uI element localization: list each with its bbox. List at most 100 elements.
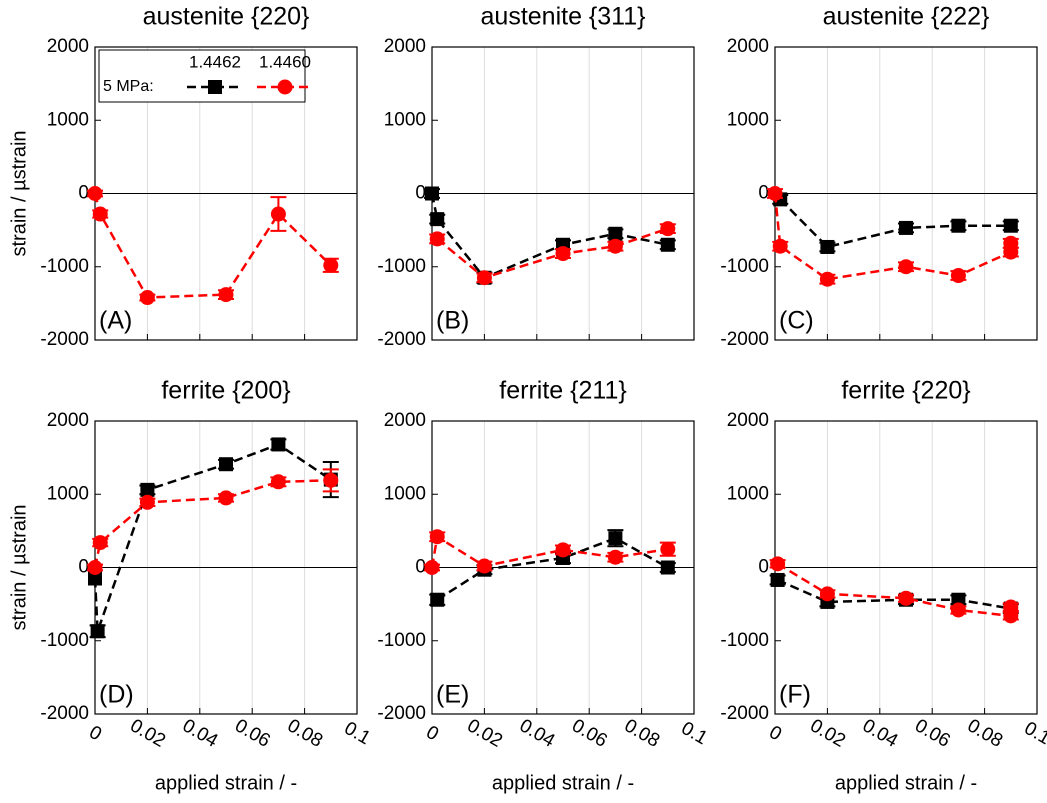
y-tick-label: -2000	[377, 703, 426, 724]
y-tick-label: 0	[78, 557, 89, 578]
x-tick-label: 0.04	[179, 715, 222, 752]
series-line	[436, 536, 669, 601]
y-tick-label: -1000	[40, 256, 89, 277]
marker-circle	[218, 490, 234, 506]
marker-circle	[429, 529, 445, 545]
panel-label: (C)	[779, 307, 814, 335]
panel-title: ferrite {211}	[499, 377, 626, 405]
legend-title: 5 MPa:	[103, 78, 154, 95]
y-tick-label: 2000	[727, 36, 769, 57]
series-line	[777, 578, 1012, 610]
marker-circle	[87, 560, 103, 575]
panel-label: (D)	[99, 681, 134, 709]
marker-square	[219, 457, 233, 472]
marker-circle	[660, 541, 676, 557]
y-tick-label: -1000	[40, 630, 89, 651]
series-line	[430, 193, 669, 280]
marker-square	[820, 239, 835, 254]
panel-title: austenite {222}	[823, 3, 990, 31]
marker-circle	[270, 206, 286, 222]
legend-marker	[208, 80, 222, 94]
y-tick-label: 1000	[47, 483, 89, 504]
series-line	[93, 479, 331, 568]
marker-circle	[770, 556, 786, 572]
panel-title: austenite {311}	[481, 3, 646, 31]
series-line	[436, 227, 669, 280]
marker-circle	[323, 257, 339, 273]
marker-square	[951, 218, 966, 233]
marker-square	[1003, 218, 1018, 233]
y-tick-label: -1000	[720, 630, 769, 651]
marker-square	[899, 220, 913, 235]
y-tick-label: -1000	[720, 256, 769, 277]
marker-square	[430, 212, 445, 227]
y-tick-label: -2000	[40, 329, 89, 350]
x-tick-label: 0.02	[806, 715, 849, 752]
marker-circle	[323, 472, 339, 488]
y-tick-label: 2000	[384, 36, 426, 57]
legend-marker	[277, 79, 293, 95]
y-tick-label: -1000	[377, 256, 426, 277]
marker-circle	[92, 535, 108, 551]
y-tick-label: 0	[758, 557, 769, 578]
x-axis-label: applied strain / -	[492, 772, 634, 794]
series-line	[776, 562, 1013, 618]
x-axis-label: applied strain / -	[835, 772, 977, 794]
marker-circle	[218, 287, 234, 303]
y-tick-label: 1000	[384, 109, 426, 130]
y-tick-label: 2000	[727, 410, 769, 431]
panel-label: (F)	[779, 681, 811, 709]
x-tick-label: 0.1	[1021, 718, 1047, 749]
y-tick-label: 1000	[384, 483, 426, 504]
x-axis-label: applied strain / -	[155, 772, 297, 794]
marker-circle	[87, 186, 103, 201]
marker-circle	[476, 270, 492, 286]
series-line	[93, 443, 332, 632]
x-tick-label: 0.06	[231, 715, 274, 752]
marker-circle	[270, 474, 286, 490]
legend-label: 1.4462	[189, 52, 241, 71]
series-line	[773, 193, 1013, 281]
x-tick-label: 0	[85, 722, 105, 745]
marker-circle	[772, 238, 788, 254]
x-tick-label: 0	[765, 722, 785, 745]
series-line	[93, 193, 332, 299]
series-line	[779, 198, 1011, 249]
marker-circle	[1003, 235, 1019, 251]
marker-square	[430, 592, 445, 607]
y-tick-label: 2000	[47, 36, 89, 57]
y-tick-label: 1000	[727, 109, 769, 130]
marker-circle	[607, 238, 623, 254]
marker-square	[660, 560, 675, 575]
marker-circle	[767, 186, 783, 201]
marker-square	[660, 237, 675, 252]
legend-box	[98, 49, 306, 103]
y-tick-label: 2000	[47, 410, 89, 431]
x-tick-label: 0	[422, 722, 442, 745]
marker-square	[770, 572, 785, 587]
y-tick-label: -2000	[377, 329, 426, 350]
marker-square	[271, 437, 286, 452]
panel-title: ferrite {220}	[841, 377, 970, 405]
marker-circle	[660, 221, 676, 237]
panel-label: (E)	[436, 681, 469, 709]
marker-circle	[92, 206, 108, 222]
x-tick-label: 0.06	[568, 715, 611, 752]
marker-square	[140, 482, 155, 497]
y-tick-label: -2000	[720, 329, 769, 350]
y-axis-label: strain / µstrain	[8, 504, 30, 630]
y-tick-label: 0	[78, 183, 89, 204]
marker-circle	[898, 590, 914, 606]
y-axis-label: strain / µstrain	[8, 130, 30, 256]
panel-label: (B)	[436, 307, 469, 335]
y-tick-label: 1000	[727, 483, 769, 504]
marker-square	[88, 571, 102, 586]
marker-square	[608, 226, 623, 241]
x-tick-label: 0.02	[463, 715, 506, 752]
marker-circle	[950, 268, 966, 284]
y-tick-label: -1000	[377, 630, 426, 651]
marker-square	[951, 592, 966, 607]
marker-circle	[1003, 599, 1019, 615]
marker-square	[425, 186, 439, 201]
